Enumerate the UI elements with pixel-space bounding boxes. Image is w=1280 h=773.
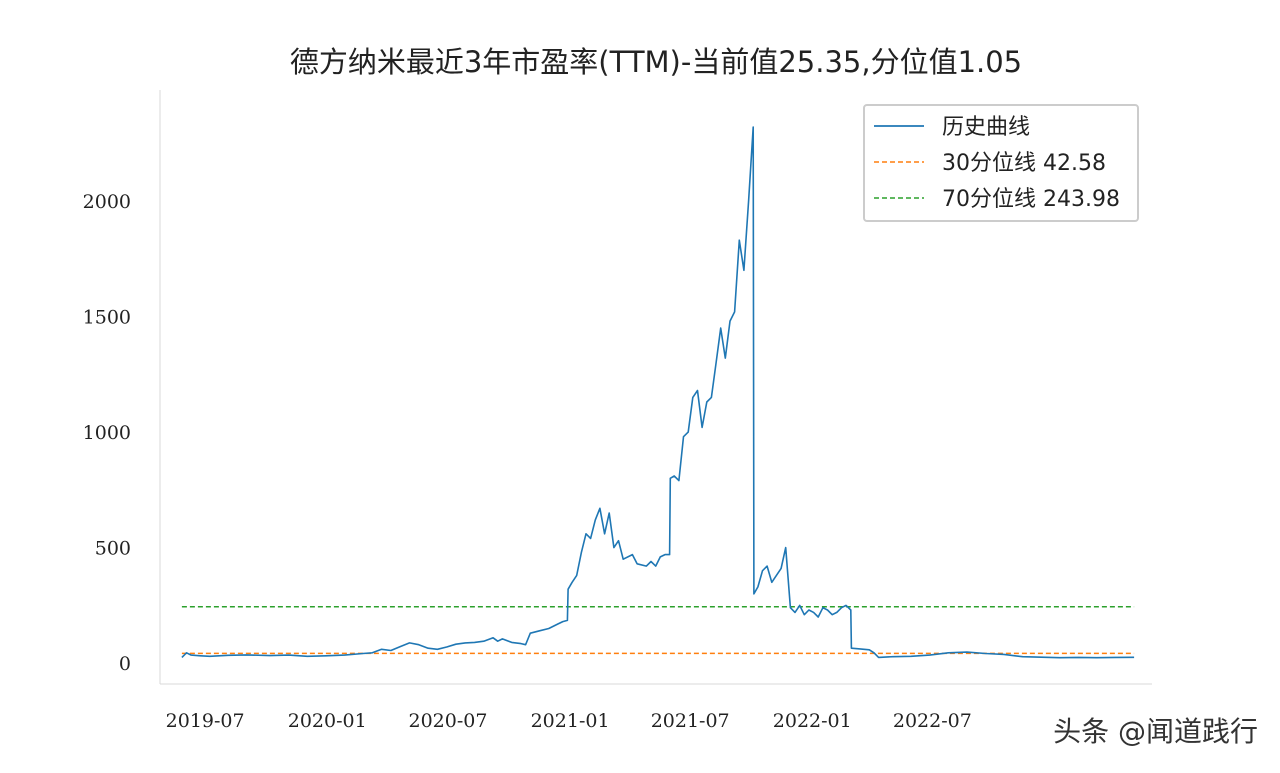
y-tick-label: 0 bbox=[119, 653, 131, 675]
watermark-text: 头条 @闻道践行 bbox=[1053, 715, 1258, 748]
x-tick-label: 2022-01 bbox=[773, 710, 852, 732]
y-tick-label: 1500 bbox=[83, 307, 131, 329]
chart-title: 德方纳米最近3年市盈率(TTM)-当前值25.35,分位值1.05 bbox=[290, 45, 1022, 79]
history-curve-line bbox=[181, 126, 1135, 659]
legend-box bbox=[863, 104, 1139, 222]
x-axis-ticks: 2019-07 2020-01 2020-07 2021-01 2021-07 2022-… bbox=[166, 710, 972, 732]
y-tick-label: 1000 bbox=[83, 422, 131, 444]
legend-label-p30: 30分位线 42.58 bbox=[942, 151, 1106, 176]
x-tick-label: 2020-07 bbox=[409, 710, 488, 732]
y-tick-label: 2000 bbox=[83, 191, 131, 213]
x-tick-label: 2022-07 bbox=[893, 710, 972, 732]
y-tick-label: 500 bbox=[95, 538, 131, 560]
legend: 历史曲线 30分位线 42.58 70分位线 243.98 bbox=[863, 104, 1139, 222]
watermark: 头条 @闻道践行 bbox=[1053, 715, 1258, 748]
x-tick-label: 2020-01 bbox=[288, 710, 367, 732]
legend-label-p70: 70分位线 243.98 bbox=[942, 187, 1120, 212]
x-tick-label: 2019-07 bbox=[166, 710, 245, 732]
x-tick-label: 2021-01 bbox=[531, 710, 610, 732]
legend-label-history: 历史曲线 bbox=[942, 115, 1030, 140]
y-axis-ticks: 0 500 1000 1500 2000 bbox=[83, 191, 131, 675]
x-tick-label: 2021-07 bbox=[651, 710, 730, 732]
